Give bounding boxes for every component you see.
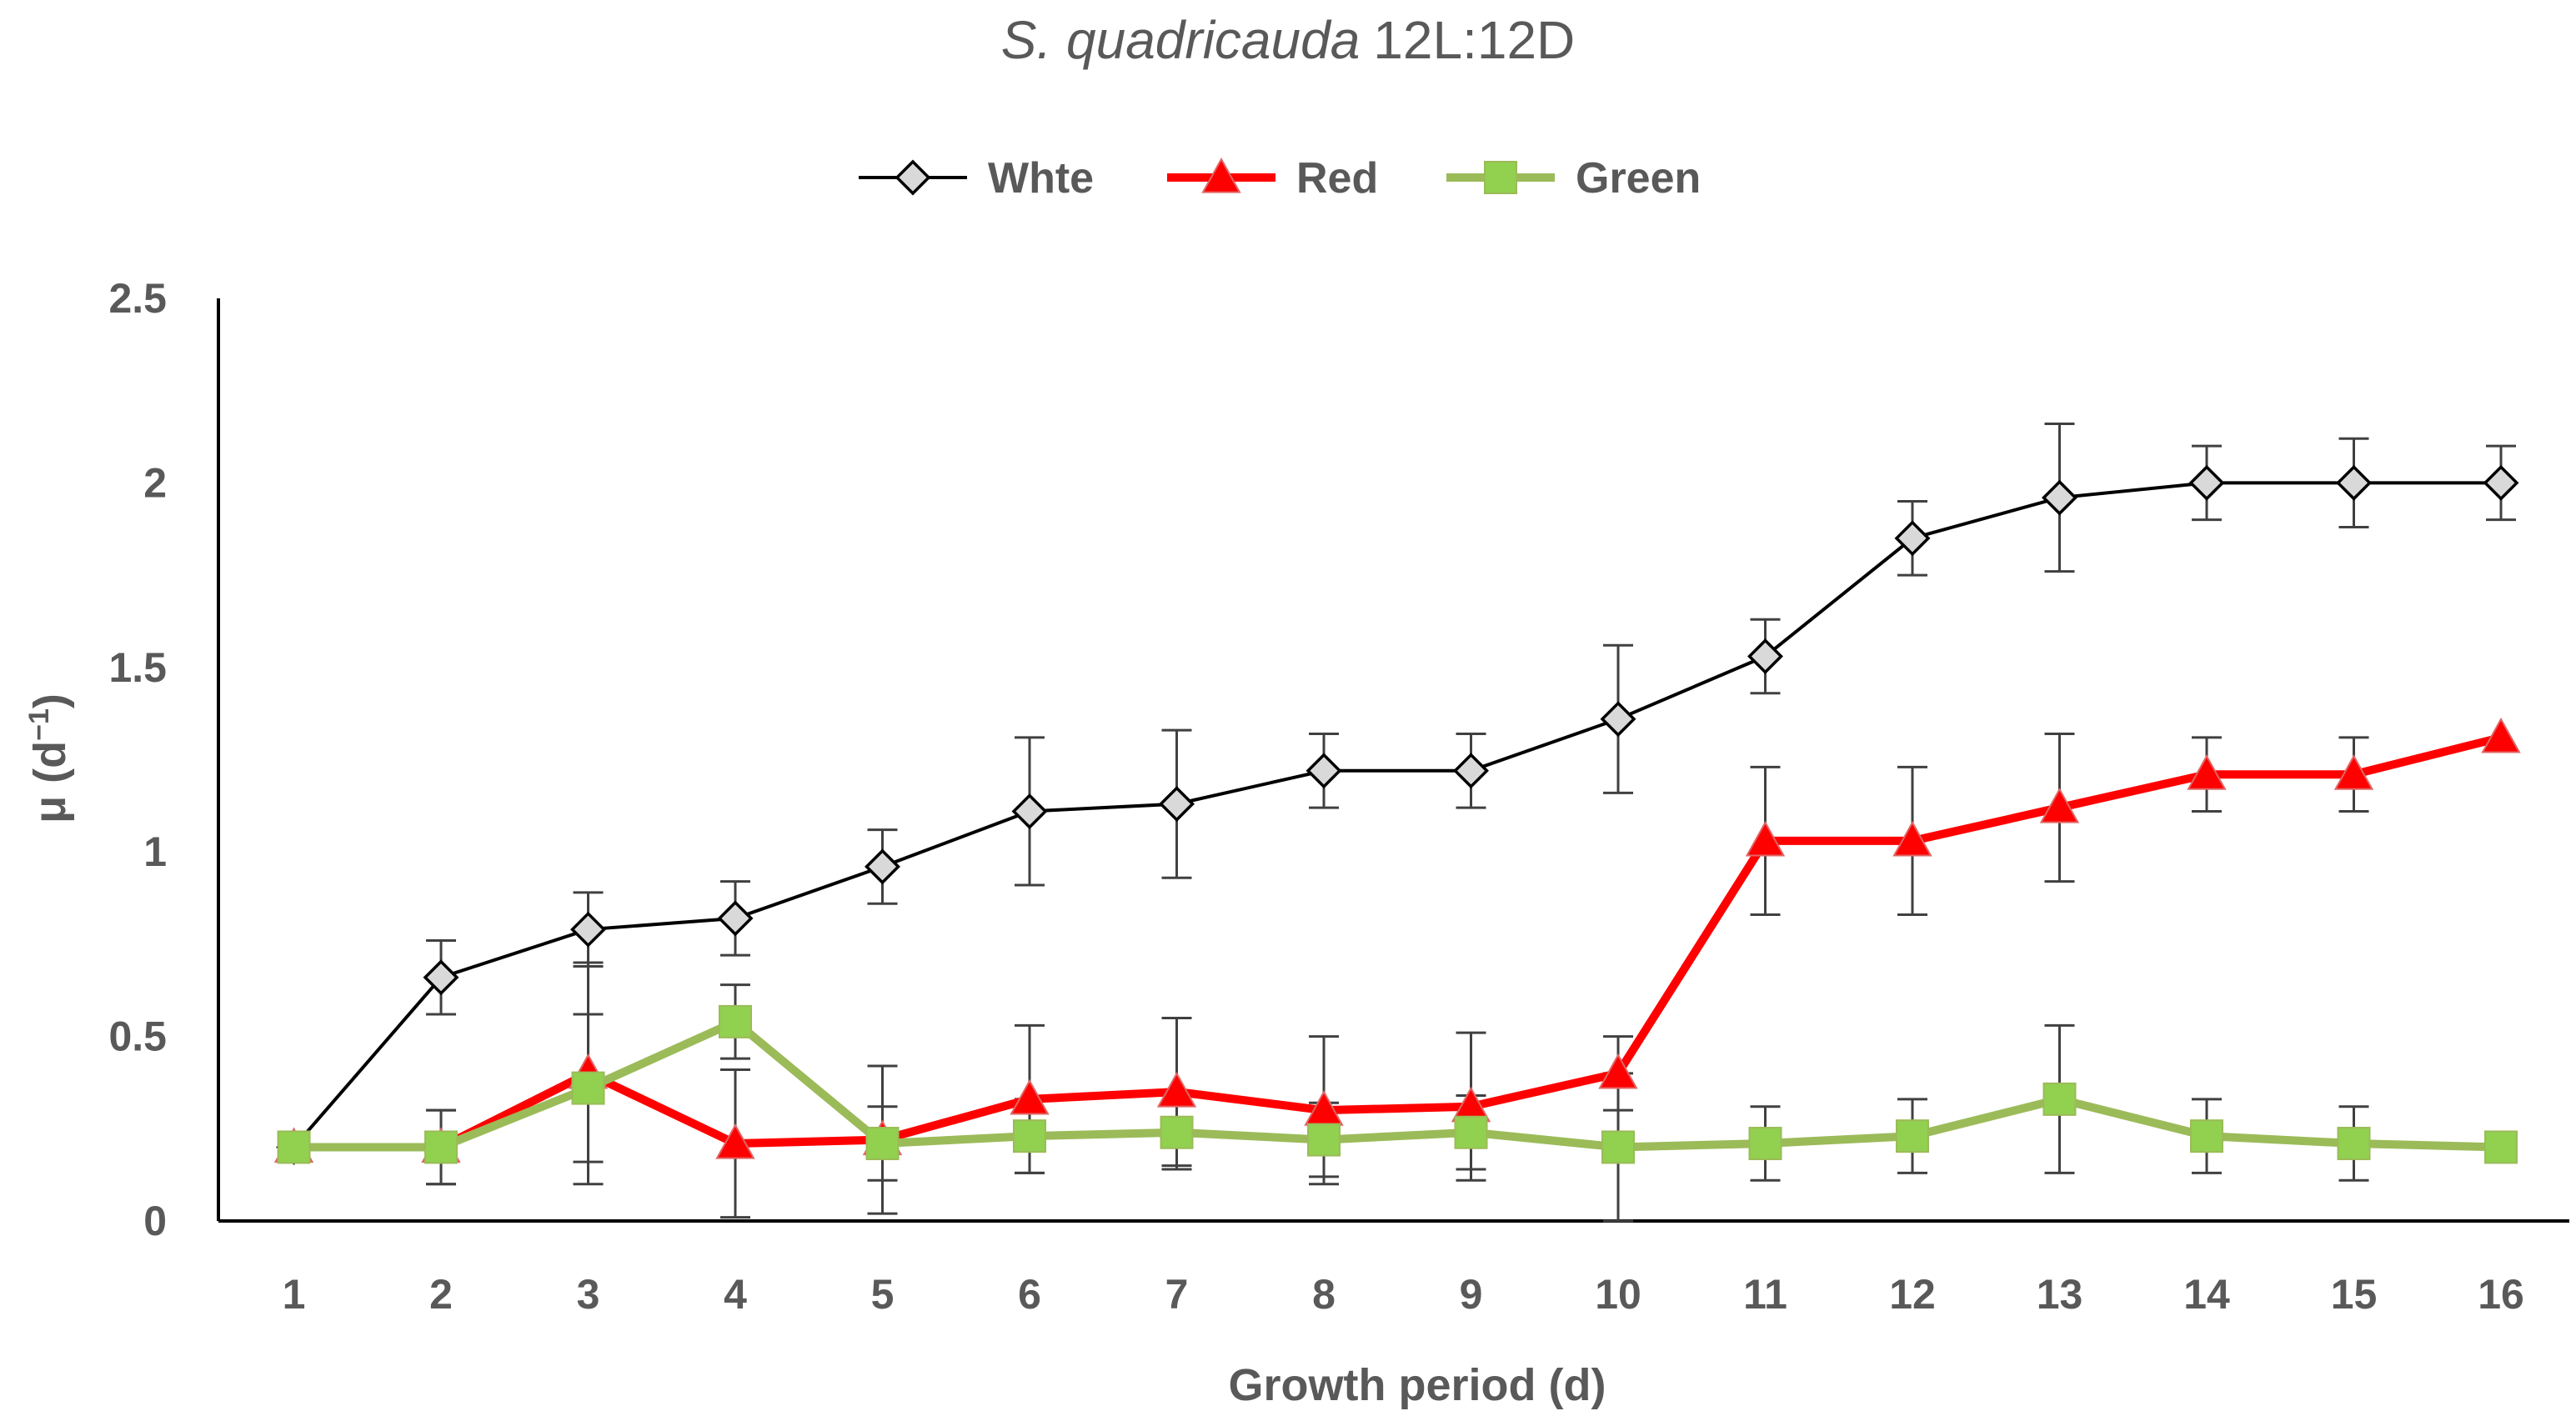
- square-marker: [2337, 1127, 2371, 1161]
- diamond-marker: [1747, 638, 1783, 674]
- x-tick-label: 4: [724, 1271, 747, 1318]
- legend-label: Whte: [988, 154, 1094, 203]
- x-tick-label: 8: [1312, 1271, 1336, 1318]
- legend-label: Green: [1576, 154, 1701, 203]
- square-marker: [865, 1127, 900, 1161]
- diamond-marker: [1011, 793, 1048, 829]
- triangle-marker: [1892, 820, 1932, 857]
- square-marker: [424, 1130, 459, 1164]
- triangle-marker: [1745, 820, 1786, 857]
- legend-item-whte: Whte: [859, 154, 1094, 203]
- triangle-marker: [1201, 157, 1241, 193]
- x-tick-label: 7: [1165, 1271, 1189, 1318]
- y-tick-label: 1.5: [108, 644, 167, 691]
- square-marker: [1896, 1119, 1930, 1153]
- x-tick-label: 14: [2183, 1271, 2230, 1318]
- series-whte: [276, 464, 2519, 1165]
- legend-item-red: Red: [1167, 154, 1378, 203]
- axes: 00.511.522.51 2 3 4 5 6 7 8 9 10 11 12 13 14 15 16: [108, 275, 2569, 1318]
- y-tick-label: 0.5: [108, 1013, 167, 1060]
- square-marker: [1748, 1127, 1782, 1161]
- triangle-marker: [2039, 788, 2080, 823]
- series-line: [293, 1017, 2502, 1152]
- triangle-marker: [715, 1123, 755, 1159]
- diamond-marker: [717, 900, 754, 937]
- x-tick-label: 9: [1460, 1271, 1483, 1318]
- y-axis-label-text: μ (d: [25, 741, 75, 823]
- x-tick-label: 15: [2331, 1271, 2378, 1318]
- triangle-marker: [1010, 1078, 1050, 1115]
- square-marker: [1160, 1115, 1194, 1149]
- square-marker: [1307, 1123, 1341, 1157]
- x-tick-label: 3: [577, 1271, 600, 1318]
- series-layer: [273, 423, 2521, 1223]
- square-marker: [1454, 1115, 1488, 1149]
- chart-title-species: S. quadricauda: [1001, 10, 1361, 70]
- square-marker: [2190, 1119, 2224, 1153]
- diamond-marker: [2188, 464, 2225, 501]
- y-tick-label: 1: [143, 828, 167, 875]
- triangle-marker: [1156, 1071, 1197, 1108]
- diamond-marker: [2336, 464, 2372, 501]
- square-marker: [1484, 161, 1517, 194]
- x-tick-label: 13: [2037, 1271, 2083, 1318]
- square-marker: [277, 1130, 311, 1164]
- diamond-marker: [1894, 520, 1931, 557]
- x-tick-label: 2: [429, 1271, 453, 1318]
- x-tick-label: 11: [1743, 1271, 1787, 1318]
- diamond-marker: [423, 959, 459, 996]
- x-axis-label: Growth period (d): [1229, 1360, 1606, 1410]
- y-axis-label-superscript: −1: [23, 708, 55, 741]
- diamond-marker: [2042, 479, 2077, 516]
- x-tick-label: 1: [283, 1271, 306, 1318]
- square-marker: [719, 1004, 753, 1038]
- x-tick-label: 5: [871, 1271, 895, 1318]
- y-axis-label: μ (d−1): [23, 693, 75, 823]
- x-tick-label: 12: [1889, 1271, 1936, 1318]
- legend: Whte Red Green: [859, 154, 1701, 203]
- diamond-marker: [2483, 464, 2519, 501]
- chart-title-condition: 12L:12D: [1373, 10, 1575, 70]
- series-line: [293, 481, 2501, 1148]
- square-marker: [571, 1071, 605, 1105]
- diamond-marker: [1159, 786, 1195, 823]
- chart-title: S. quadricauda 12L:12D: [1001, 10, 1576, 70]
- diamond-marker: [570, 911, 606, 948]
- square-marker: [1601, 1130, 1636, 1164]
- triangle-marker: [1598, 1053, 1638, 1089]
- triangle-marker: [2333, 754, 2374, 790]
- square-marker: [2484, 1130, 2518, 1164]
- diamond-marker: [895, 159, 931, 196]
- diamond-marker: [1453, 753, 1489, 789]
- x-tick-label: 6: [1018, 1271, 1041, 1318]
- square-marker: [1013, 1119, 1047, 1153]
- diamond-marker: [1306, 753, 1342, 789]
- triangle-marker: [2187, 754, 2227, 790]
- diamond-marker: [1600, 701, 1636, 738]
- y-tick-label: 0: [143, 1198, 167, 1244]
- diamond-marker: [865, 848, 900, 885]
- legend-label: Red: [1296, 154, 1378, 203]
- square-marker: [2042, 1082, 2077, 1116]
- x-tick-label: 10: [1595, 1271, 1641, 1318]
- y-tick-label: 2.5: [108, 275, 167, 322]
- series-green: [277, 1004, 2518, 1164]
- legend-item-green: Green: [1446, 154, 1701, 203]
- x-tick-label: 16: [2478, 1271, 2524, 1318]
- y-axis-label-close: ): [25, 693, 75, 708]
- triangle-marker: [2481, 717, 2521, 753]
- series-red: [273, 717, 2521, 1163]
- series-line: [293, 733, 2503, 1152]
- y-tick-label: 2: [143, 459, 167, 506]
